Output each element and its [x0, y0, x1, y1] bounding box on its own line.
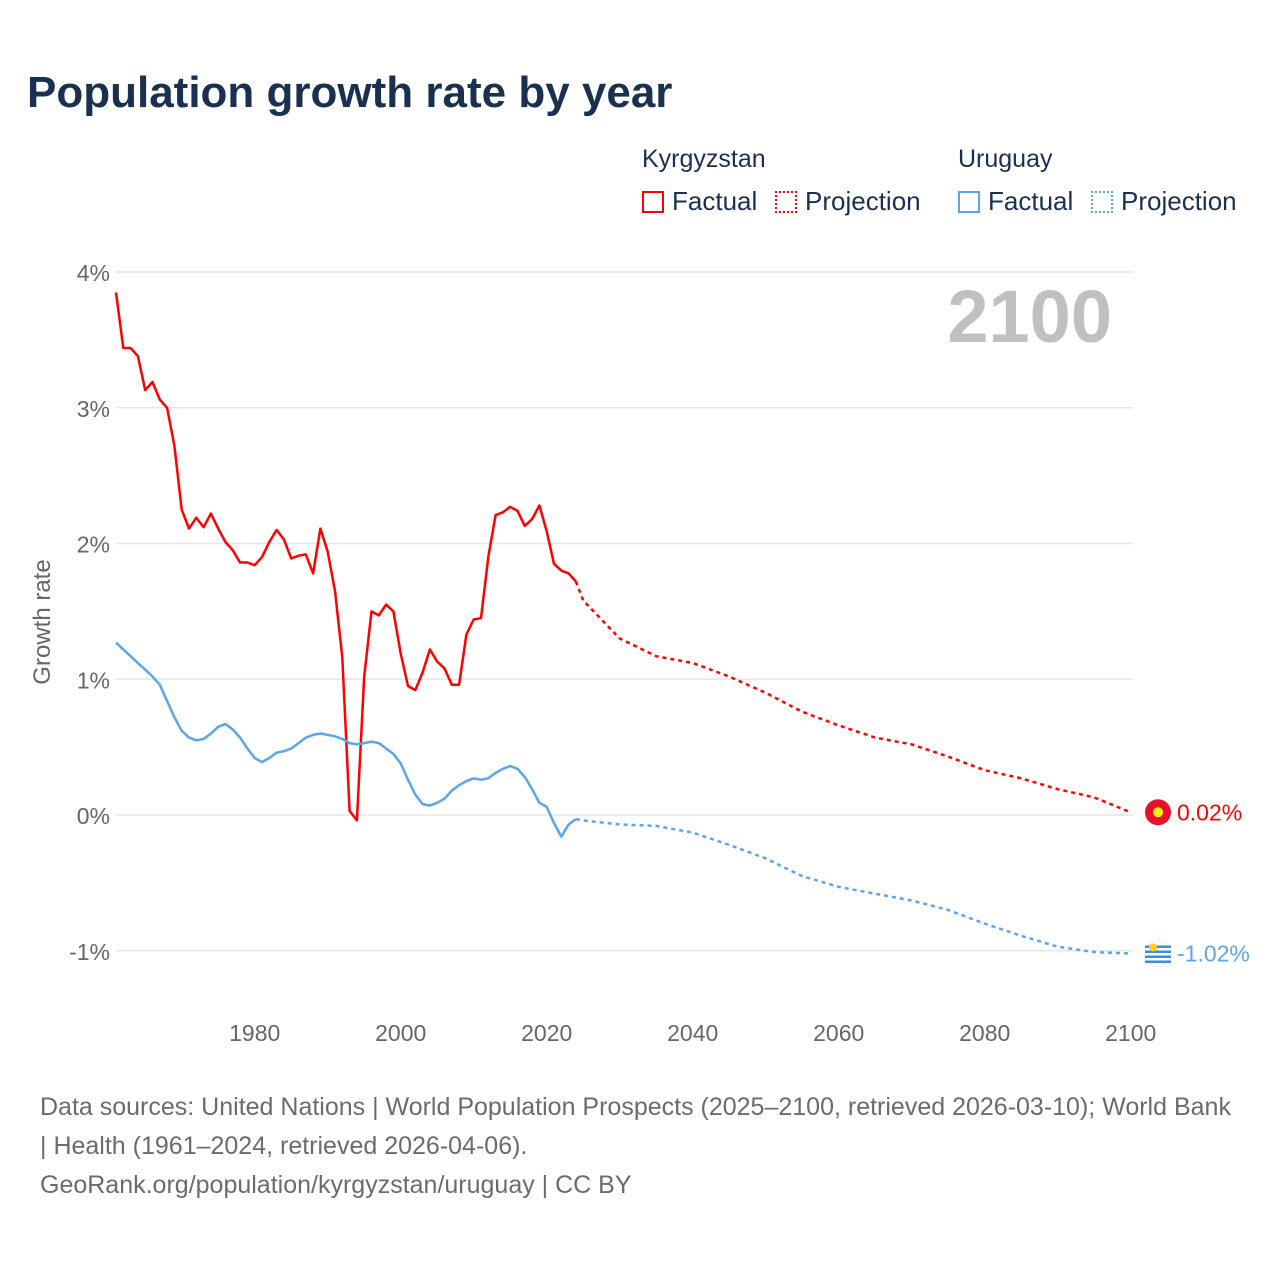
line-uruguay-factual — [115, 641, 577, 838]
legend-swatch — [775, 190, 797, 213]
legend-uruguay-factual[interactable]: Factual — [958, 186, 1073, 217]
legend-swatch — [958, 190, 980, 213]
x-tick-label: 2020 — [521, 1020, 572, 1046]
chart-title: Population growth rate by year — [27, 68, 673, 117]
y-tick-label: 3% — [77, 396, 110, 422]
x-tick-label: 2100 — [1105, 1020, 1156, 1046]
y-tick-label: 2% — [77, 532, 110, 558]
footer: Data sources: United Nations | World Pop… — [40, 1088, 1240, 1205]
flag-kyrgyzstan-icon — [1145, 799, 1171, 826]
legend-label: Projection — [805, 186, 921, 216]
x-tick-label: 2000 — [375, 1020, 426, 1046]
legend-uruguay-projection[interactable]: Projection — [1091, 186, 1237, 217]
line-kyrgyzstan-factual — [114, 292, 577, 822]
legend-swatch — [1091, 190, 1113, 213]
x-tick-label: 1980 — [229, 1020, 280, 1046]
plot-area: 4% 3% 2% 1% 0% -1% 1980 2000 2020 2040 2060 2080 210… — [29, 260, 1250, 1046]
legend-label: Factual — [988, 186, 1074, 216]
y-axis-label: Growth rate — [29, 559, 56, 684]
y-tick-label: -1% — [69, 939, 110, 965]
source-link[interactable]: GeoRank.org/population/kyrgyzstan/urugua… — [40, 1171, 632, 1199]
legend-group-kyrgyzstan: Kyrgyzstan — [642, 145, 766, 173]
legend-kyrgyzstan-projection[interactable]: Projection — [775, 186, 921, 217]
legend-group-uruguay: Uruguay — [958, 145, 1053, 173]
legend-label: Factual — [672, 186, 758, 216]
legend-swatch — [642, 190, 664, 213]
legend-label: Projection — [1121, 186, 1237, 216]
flag-uruguay-icon — [1144, 939, 1172, 967]
end-value-label: 0.02% — [1177, 799, 1242, 825]
line-kyrgyzstan-projection — [574, 581, 1132, 814]
data-sources: Data sources: United Nations | World Pop… — [40, 1093, 1231, 1160]
y-tick-label: 4% — [77, 260, 110, 286]
y-tick-label: 1% — [77, 667, 110, 693]
line-uruguay-projection — [575, 817, 1131, 955]
y-tick-label: 0% — [77, 803, 110, 829]
x-tick-label: 2060 — [813, 1020, 864, 1046]
x-tick-label: 2080 — [959, 1020, 1010, 1046]
year-watermark: 2100 — [947, 275, 1112, 358]
end-value-label: -1.02% — [1177, 940, 1250, 966]
legend-kyrgyzstan-factual[interactable]: Factual — [642, 186, 757, 217]
x-tick-label: 2040 — [667, 1020, 718, 1046]
